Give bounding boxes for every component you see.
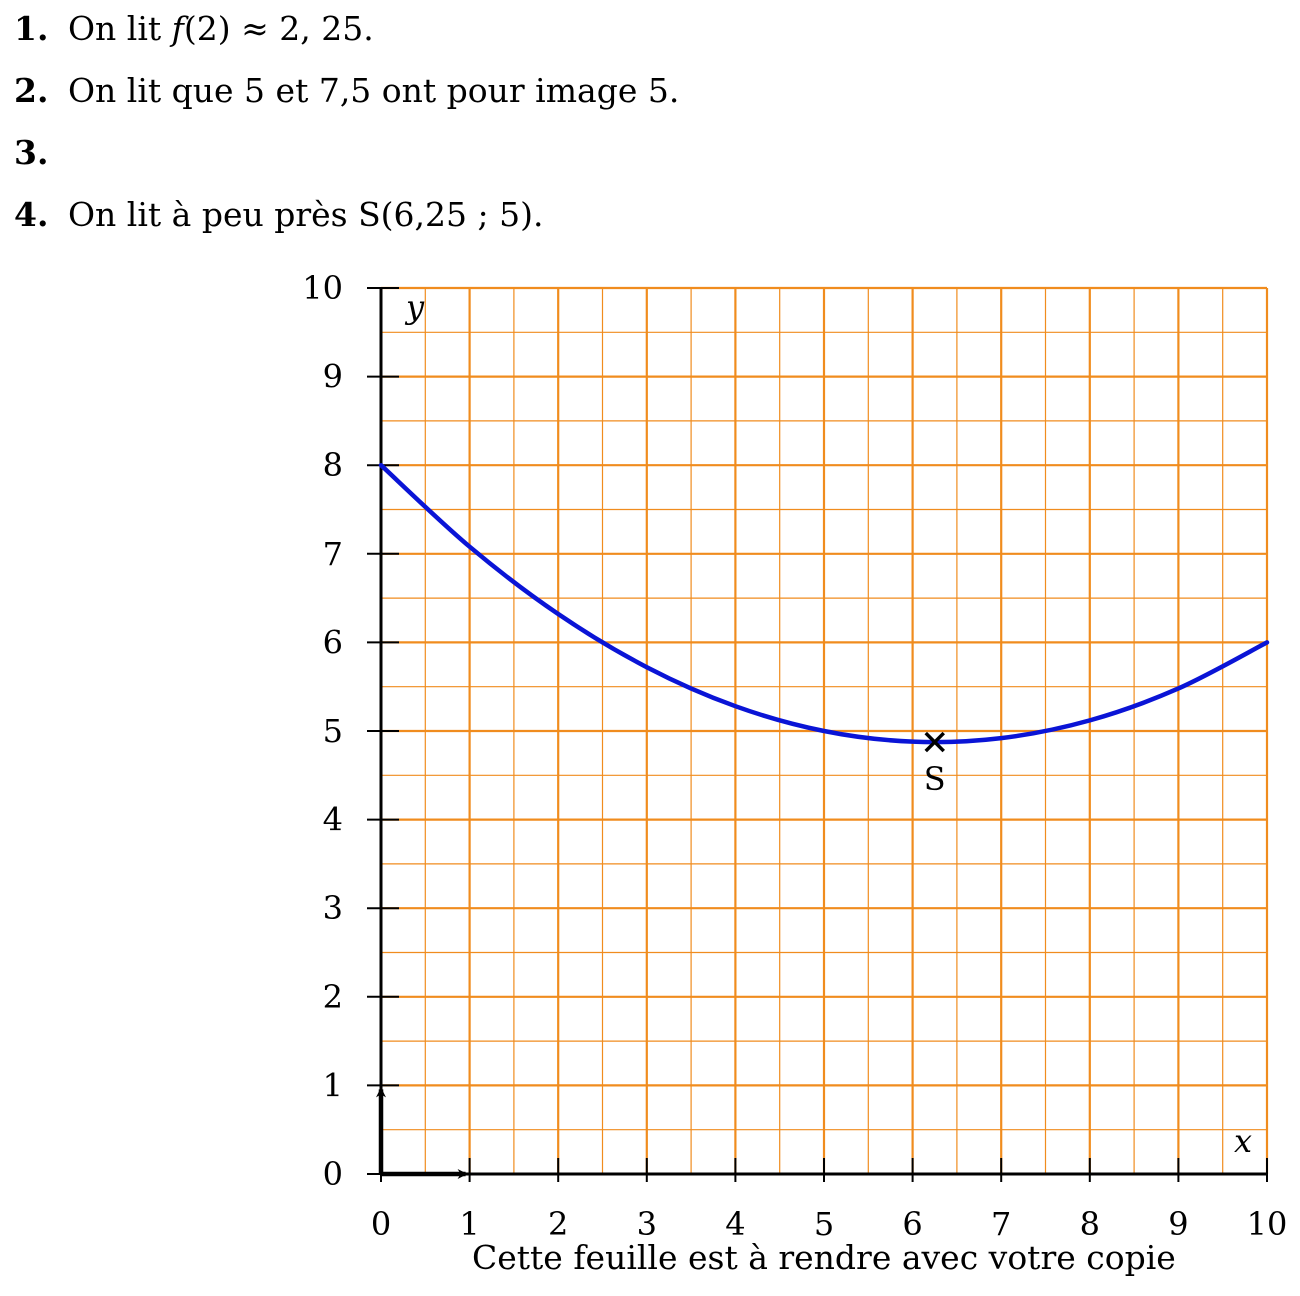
x-axis-label: x (1234, 1122, 1252, 1160)
answer-text: On lit à peu près S(6,25 ; 5). (68, 195, 544, 234)
x-tick-label: 6 (902, 1205, 922, 1243)
x-tick-label: 5 (814, 1205, 834, 1243)
x-tick-label: 3 (637, 1205, 657, 1243)
y-tick-label: 6 (323, 623, 343, 661)
axes (367, 287, 1268, 1182)
footer-note: Cette feuille est à rendre avec votre co… (472, 1238, 1176, 1277)
x-tick-label: 10 (1247, 1205, 1288, 1243)
y-tick-label: 5 (323, 712, 343, 750)
labels: 0 1 2 3 4 5 6 7 8 9 10 0 1 2 3 4 5 6 7 8 9 10 x y S (302, 269, 1287, 1243)
answer-text: On lit que 5 et 7,5 ont pour image 5. (68, 71, 680, 110)
y-tick-label: 9 (323, 358, 343, 396)
vertex-label: S (924, 760, 946, 798)
x-tick-label: 1 (459, 1205, 479, 1243)
answer-number: 1. (14, 9, 49, 48)
y-tick-label: 7 (323, 535, 343, 573)
y-tick-label: 2 (323, 978, 343, 1016)
vertex-marker (924, 731, 945, 753)
x-tick-label: 4 (725, 1205, 745, 1243)
x-tick-label: 7 (991, 1205, 1011, 1243)
y-tick-label: 4 (323, 801, 343, 839)
x-tick-label: 8 (1080, 1205, 1100, 1243)
y-tick-label: 1 (323, 1066, 343, 1104)
answer-2: 2. On lit que 5 et 7,5 ont pour image 5. (14, 68, 679, 130)
parabola-curve (378, 462, 1270, 745)
answer-text: On lit (68, 9, 172, 48)
answer-number: 4. (14, 195, 49, 234)
x-tick-label: 9 (1168, 1205, 1188, 1243)
y-tick-label: 8 (323, 446, 343, 484)
y-tick-label: 3 (323, 889, 343, 927)
function-symbol: f (171, 9, 184, 48)
curve-group (378, 462, 1270, 753)
answer-text-end: (2) ≈ 2, 25. (183, 9, 374, 48)
answer-4: 4. On lit à peu près S(6,25 ; 5). (14, 192, 679, 254)
x-tick-label: 0 (371, 1205, 391, 1243)
cross-stroke (924, 731, 945, 753)
y-axis-label: y (404, 288, 425, 326)
answer-number: 2. (14, 71, 49, 110)
answer-number: 3. (14, 133, 49, 172)
answer-3: 3. (14, 130, 679, 192)
answer-1: 1. On lit f(2) ≈ 2, 25. (14, 6, 679, 68)
y-tick-label: 10 (302, 269, 343, 307)
y-tick-label: 0 (323, 1155, 343, 1193)
x-tick-label: 2 (548, 1205, 568, 1243)
answers-list: 1. On lit f(2) ≈ 2, 25. 2. On lit que 5 et… (14, 6, 679, 254)
